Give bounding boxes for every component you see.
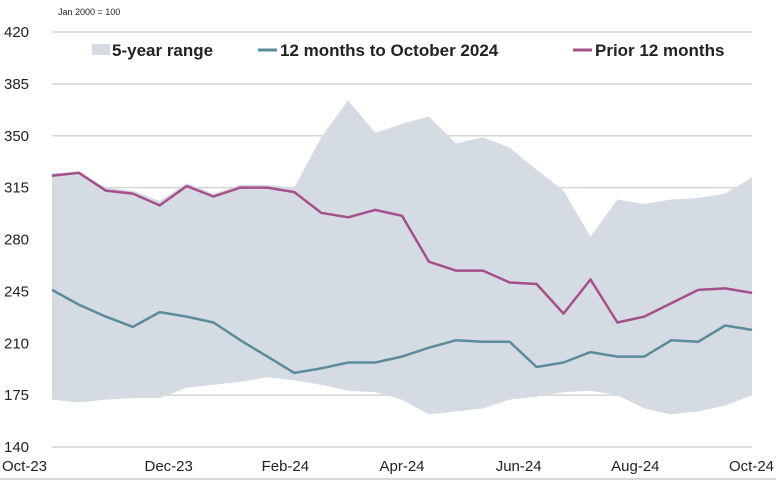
y-tick-label: 420 xyxy=(4,24,29,41)
y-tick-label: 245 xyxy=(4,283,29,300)
y-tick-label: 350 xyxy=(4,128,29,145)
y-tick-label: 175 xyxy=(4,387,29,404)
legend-label-5-year-range: 5-year range xyxy=(112,41,213,60)
x-tick-label: Aug-24 xyxy=(611,458,659,475)
legend-label-12-months: 12 months to October 2024 xyxy=(280,41,499,60)
series-line-prior-12-months xyxy=(51,171,753,324)
legend: 5-year range 12 months to October 2024 P… xyxy=(92,41,724,60)
x-tick-label: Apr-24 xyxy=(379,458,424,475)
y-tick-label: 210 xyxy=(4,335,29,352)
y-tick-label: 385 xyxy=(4,76,29,93)
x-tick-label: Feb-24 xyxy=(262,458,310,475)
x-tick-label: Dec-23 xyxy=(144,458,192,475)
legend-label-prior-12-months: Prior 12 months xyxy=(595,41,724,60)
y-tick-label: 315 xyxy=(4,180,29,197)
x-tick-label: Jun-24 xyxy=(496,458,542,475)
x-tick-label: Oct-23 xyxy=(2,458,47,475)
five-year-range-band xyxy=(52,100,752,415)
x-tick-label: Oct-24 xyxy=(729,458,774,475)
y-tick-label: 140 xyxy=(4,439,29,456)
y-tick-label: 280 xyxy=(4,232,29,249)
index-base-note: Jan 2000 = 100 xyxy=(58,7,120,17)
series-line-12-months xyxy=(51,288,753,375)
legend-swatch-5-year-range xyxy=(92,44,110,55)
